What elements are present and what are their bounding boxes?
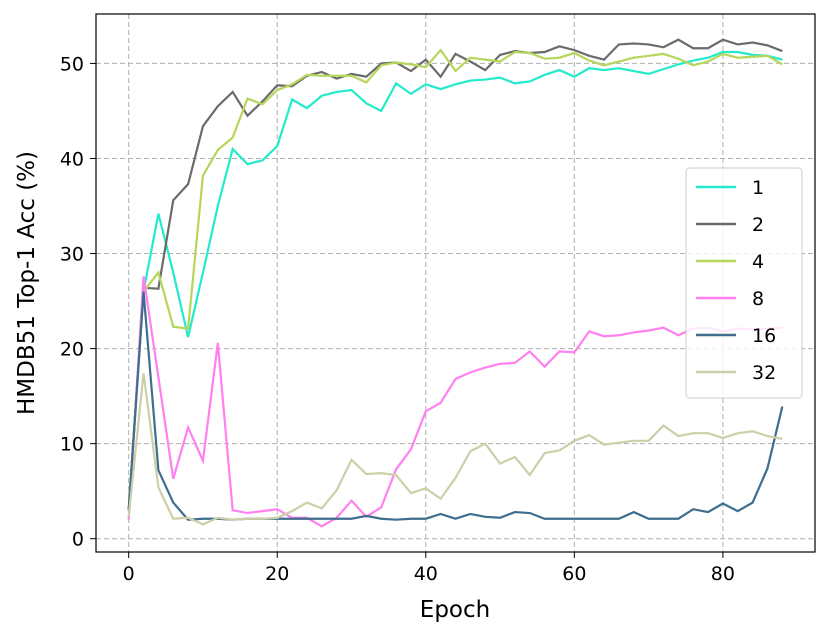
- data-line: [127, 373, 783, 526]
- y-tick-label: 50: [60, 53, 84, 75]
- legend-label: 16: [752, 325, 776, 347]
- y-tick-label: 0: [72, 529, 84, 551]
- y-tick-label: 40: [60, 148, 84, 170]
- plot-frame: [95, 13, 816, 553]
- legend: 1 2 4 8 16 32: [685, 167, 803, 399]
- x-tick-label: 0: [123, 563, 135, 585]
- legend-label: 1: [752, 177, 764, 199]
- y-tick-label: 10: [60, 434, 84, 456]
- legend-box: [685, 167, 803, 399]
- data-line: [127, 38, 783, 511]
- x-tick-label: 80: [711, 563, 735, 585]
- y-tick-label: 20: [60, 339, 84, 361]
- data-line: [127, 291, 784, 521]
- x-tick-label: 60: [562, 563, 586, 585]
- data-line: [127, 50, 783, 511]
- x-axis-label: Epoch: [420, 597, 490, 623]
- x-tick-label: 20: [265, 563, 289, 585]
- legend-label: 32: [752, 362, 776, 384]
- x-tick-label: 40: [414, 563, 438, 585]
- legend-label: 8: [752, 288, 764, 310]
- legend-label: 4: [752, 251, 764, 273]
- data-line: [127, 48, 783, 511]
- legend-label: 2: [752, 214, 764, 236]
- data-line: [127, 276, 783, 528]
- y-axis-label: HMDB51 Top-1 Acc (%): [14, 151, 40, 415]
- y-tick-label: 30: [60, 244, 84, 266]
